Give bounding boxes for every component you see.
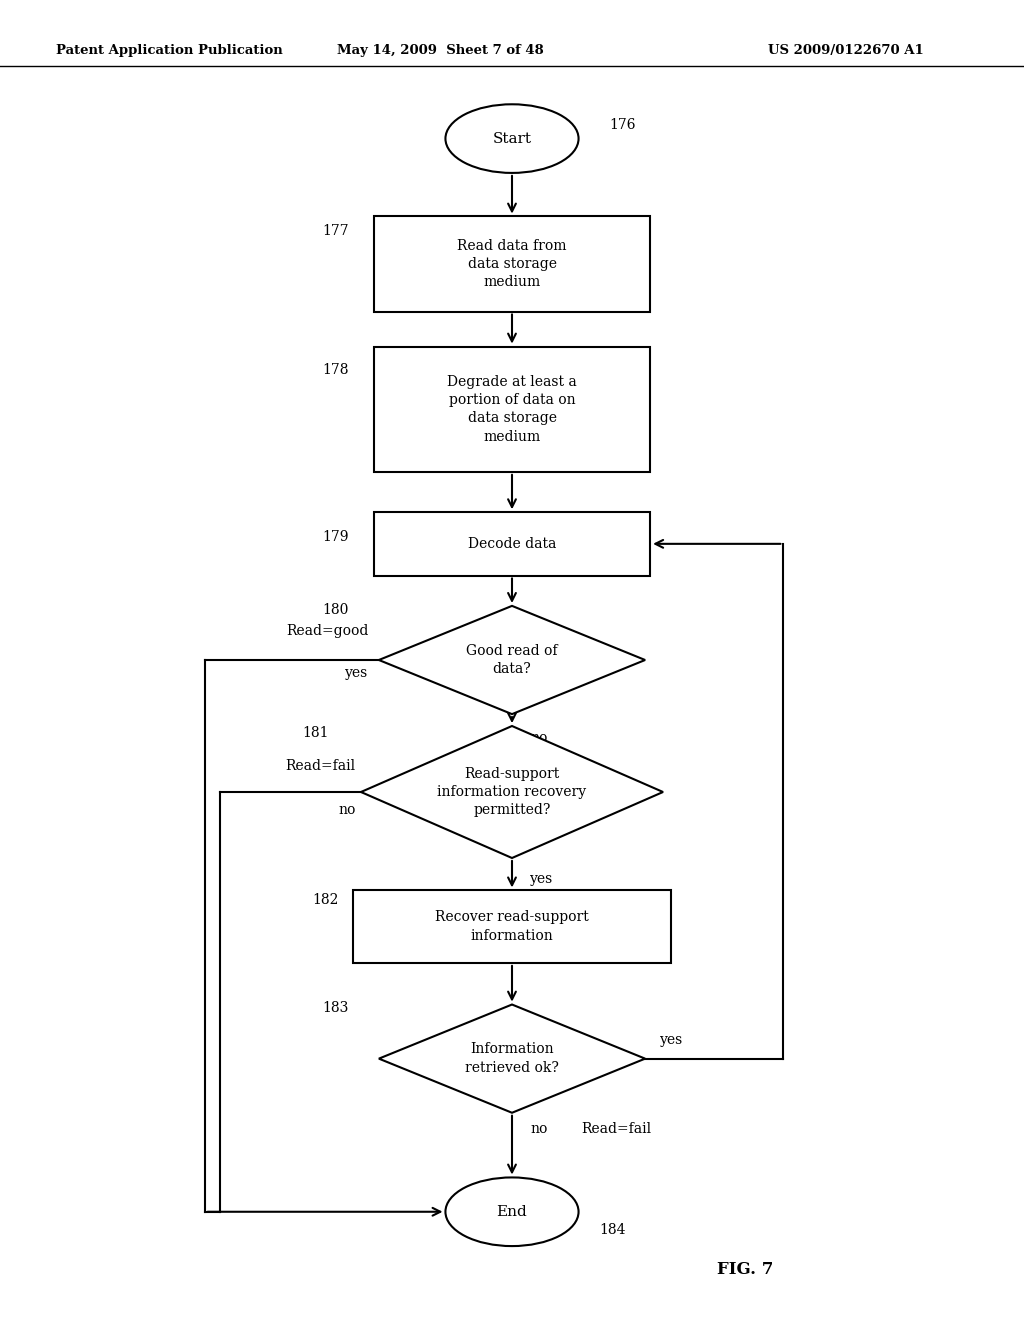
Text: 182: 182 <box>312 894 339 907</box>
Ellipse shape <box>445 1177 579 1246</box>
Text: May 14, 2009  Sheet 7 of 48: May 14, 2009 Sheet 7 of 48 <box>337 44 544 57</box>
Text: 180: 180 <box>323 603 349 616</box>
Text: Read-support
information recovery
permitted?: Read-support information recovery permit… <box>437 767 587 817</box>
Text: yes: yes <box>530 873 554 886</box>
Text: Read data from
data storage
medium: Read data from data storage medium <box>458 239 566 289</box>
Text: FIG. 7: FIG. 7 <box>717 1262 773 1278</box>
Text: no: no <box>339 804 356 817</box>
Ellipse shape <box>445 104 579 173</box>
Text: 177: 177 <box>323 224 349 238</box>
Text: no: no <box>530 1122 548 1135</box>
Text: Read=good: Read=good <box>287 624 369 638</box>
Text: Read=fail: Read=fail <box>582 1122 651 1135</box>
FancyBboxPatch shape <box>353 891 671 964</box>
Text: 181: 181 <box>302 726 329 739</box>
Text: Start: Start <box>493 132 531 145</box>
Text: no: no <box>530 731 548 744</box>
Text: 184: 184 <box>599 1224 626 1237</box>
Text: End: End <box>497 1205 527 1218</box>
Text: 183: 183 <box>323 1002 349 1015</box>
Text: yes: yes <box>660 1034 684 1047</box>
Text: Good read of
data?: Good read of data? <box>466 644 558 676</box>
FancyBboxPatch shape <box>374 347 650 473</box>
Text: US 2009/0122670 A1: US 2009/0122670 A1 <box>768 44 924 57</box>
Text: yes: yes <box>345 667 369 680</box>
Polygon shape <box>361 726 664 858</box>
Text: 179: 179 <box>323 531 349 544</box>
Text: 176: 176 <box>609 119 636 132</box>
Text: 178: 178 <box>323 363 349 376</box>
Text: Recover read-support
information: Recover read-support information <box>435 911 589 942</box>
Text: Information
retrieved ok?: Information retrieved ok? <box>465 1043 559 1074</box>
Text: Decode data: Decode data <box>468 537 556 550</box>
Text: Read=fail: Read=fail <box>286 759 356 772</box>
Text: Patent Application Publication: Patent Application Publication <box>56 44 283 57</box>
FancyBboxPatch shape <box>374 216 650 312</box>
Text: Degrade at least a
portion of data on
data storage
medium: Degrade at least a portion of data on da… <box>447 375 577 444</box>
Polygon shape <box>379 1005 645 1113</box>
Polygon shape <box>379 606 645 714</box>
FancyBboxPatch shape <box>374 512 650 576</box>
